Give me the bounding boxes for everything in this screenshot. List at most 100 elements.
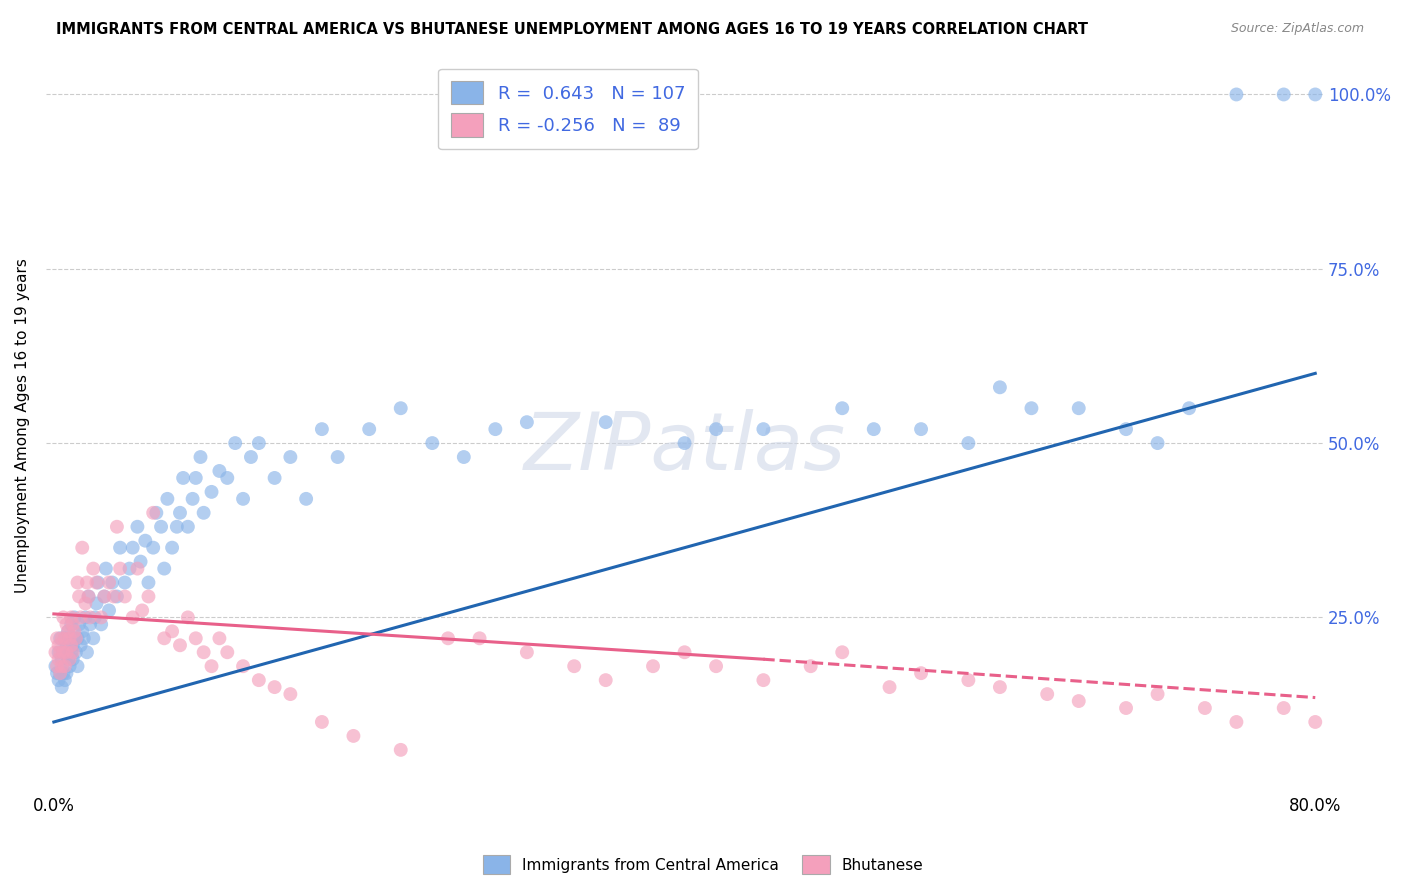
- Point: [65, 645, 87, 659]
- Point: [105, 590, 128, 604]
- Point: [79, 617, 101, 632]
- Point: [169, 638, 191, 652]
- Point: [53, 659, 76, 673]
- Point: [704, 422, 727, 436]
- Point: [145, 506, 167, 520]
- Point: [184, 632, 207, 646]
- Point: [93, 590, 115, 604]
- Text: IMMIGRANTS FROM CENTRAL AMERICA VS BHUTANESE UNEMPLOYMENT AMONG AGES 16 TO 19 YE: IMMIGRANTS FROM CENTRAL AMERICA VS BHUTA…: [56, 22, 1088, 37]
- Point: [232, 659, 254, 673]
- Point: [90, 617, 112, 632]
- Point: [453, 450, 475, 464]
- Point: [105, 520, 128, 534]
- Point: [60, 617, 83, 632]
- Point: [49, 666, 72, 681]
- Point: [121, 610, 143, 624]
- Point: [1115, 422, 1137, 436]
- Point: [51, 659, 73, 673]
- Point: [1067, 401, 1090, 416]
- Point: [595, 673, 617, 687]
- Point: [55, 645, 77, 659]
- Point: [52, 666, 75, 681]
- Point: [217, 645, 239, 659]
- Point: [55, 666, 77, 681]
- Point: [988, 380, 1011, 394]
- Point: [831, 645, 853, 659]
- Point: [66, 632, 89, 646]
- Point: [1146, 436, 1168, 450]
- Text: Source: ZipAtlas.com: Source: ZipAtlas.com: [1230, 22, 1364, 36]
- Point: [103, 590, 125, 604]
- Point: [93, 590, 115, 604]
- Point: [53, 632, 76, 646]
- Point: [134, 533, 156, 548]
- Point: [142, 541, 165, 555]
- Point: [138, 575, 160, 590]
- Point: [53, 632, 76, 646]
- Point: [48, 645, 70, 659]
- Point: [1178, 401, 1201, 416]
- Point: [752, 673, 775, 687]
- Point: [48, 638, 70, 652]
- Point: [468, 632, 491, 646]
- Point: [76, 575, 98, 590]
- Point: [1021, 401, 1043, 416]
- Point: [311, 422, 333, 436]
- Point: [51, 680, 73, 694]
- Point: [131, 603, 153, 617]
- Legend: Immigrants from Central America, Bhutanese: Immigrants from Central America, Bhutane…: [477, 849, 929, 880]
- Point: [70, 541, 93, 555]
- Point: [77, 590, 100, 604]
- Text: ZIPatlas: ZIPatlas: [523, 409, 845, 487]
- Point: [44, 645, 66, 659]
- Point: [184, 471, 207, 485]
- Point: [87, 575, 110, 590]
- Point: [142, 506, 165, 520]
- Y-axis label: Unemployment Among Ages 16 to 19 years: Unemployment Among Ages 16 to 19 years: [15, 258, 30, 593]
- Point: [150, 520, 173, 534]
- Point: [62, 652, 84, 666]
- Point: [59, 652, 82, 666]
- Point: [295, 491, 318, 506]
- Point: [224, 436, 246, 450]
- Point: [1272, 87, 1295, 102]
- Point: [60, 638, 83, 652]
- Point: [217, 471, 239, 485]
- Point: [83, 610, 105, 624]
- Point: [910, 666, 932, 681]
- Point: [988, 680, 1011, 694]
- Point: [280, 450, 302, 464]
- Point: [200, 659, 222, 673]
- Point: [641, 659, 664, 673]
- Point: [94, 561, 117, 575]
- Point: [169, 506, 191, 520]
- Point: [66, 575, 89, 590]
- Point: [208, 632, 231, 646]
- Point: [82, 632, 104, 646]
- Point: [69, 610, 91, 624]
- Point: [1115, 701, 1137, 715]
- Point: [127, 520, 149, 534]
- Point: [800, 659, 823, 673]
- Point: [62, 645, 84, 659]
- Legend: R =  0.643   N = 107, R = -0.256   N =  89: R = 0.643 N = 107, R = -0.256 N = 89: [439, 69, 697, 149]
- Point: [90, 610, 112, 624]
- Point: [595, 415, 617, 429]
- Point: [359, 422, 381, 436]
- Point: [86, 597, 108, 611]
- Point: [208, 464, 231, 478]
- Point: [46, 666, 69, 681]
- Point: [53, 673, 76, 687]
- Point: [73, 632, 96, 646]
- Point: [957, 673, 980, 687]
- Point: [247, 436, 270, 450]
- Point: [831, 401, 853, 416]
- Point: [44, 659, 66, 673]
- Point: [75, 597, 97, 611]
- Point: [49, 645, 72, 659]
- Point: [56, 624, 79, 639]
- Point: [49, 632, 72, 646]
- Point: [56, 652, 79, 666]
- Point: [862, 422, 884, 436]
- Point: [79, 610, 101, 624]
